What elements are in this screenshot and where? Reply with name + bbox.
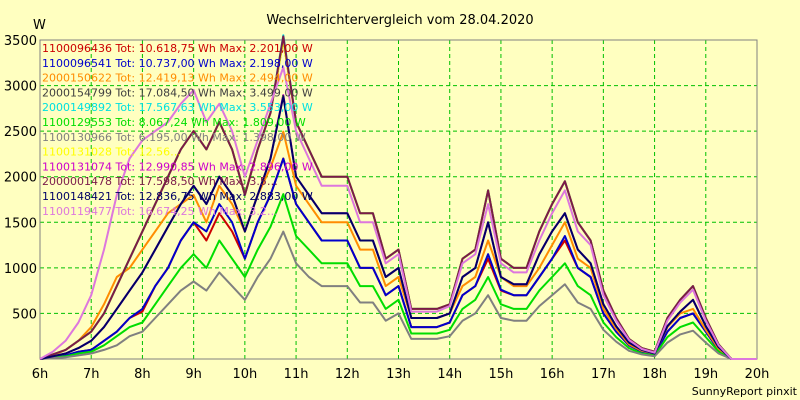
legend-entry-2: 1100096541 Tot: 10.737,00 Wh Max: 2.198,… (42, 57, 313, 70)
x-tick-label: 11h (284, 367, 309, 382)
legend-entry-1: 1100096436 Tot: 10.618,75 Wh Max: 2.201,… (42, 42, 313, 55)
x-tick-label: 10h (232, 367, 257, 382)
footer-credit: SunnyReport pinxit (692, 385, 798, 398)
series-lines (39, 34, 757, 360)
plot-frame (39, 39, 758, 360)
x-tick-label: 19h (693, 367, 718, 382)
legend-entry-11: 1100148421 Tot: 12.836,75 Wh Max: 2.883,… (42, 190, 313, 203)
x-tick-label: 13h (386, 367, 411, 382)
x-tick-label: 12h (335, 367, 360, 382)
x-tick-label: 15h (489, 367, 514, 382)
y-tick-label: 3000 (4, 80, 37, 95)
y-tick-label: 3500 (4, 34, 37, 49)
y-tick-label: 2000 (4, 171, 37, 186)
legend-entry-8: 1100131028 Tot: 12.56… (42, 146, 181, 159)
x-tick-label: 9h (185, 367, 202, 382)
axis-ticks: 500 1000 1500 2000 2500 3000 3500 6h 7h 8h 9h 10h 11… (4, 34, 769, 382)
chart-title: Wechselrichtervergleich vom 28.04.2020 (266, 13, 533, 28)
x-tick-label: 18h (642, 367, 667, 382)
legend-entry-9: 1100131074 Tot: 12.990,85 Wh Max: 2.896,… (42, 160, 313, 173)
series-line-12 (39, 66, 757, 360)
y-tick-label: 1500 (4, 216, 37, 231)
x-tick-label: 16h (540, 367, 565, 382)
legend-entry-12: 1100119477 Tot: 16.674,25 Wh Max: 3.2… (42, 205, 278, 218)
x-tick-label: 6h (32, 367, 49, 382)
y-unit-label: W (33, 18, 46, 33)
legend-entry-10: 2000001478 Tot: 17.598,50 Wh Max: 3.5… (42, 175, 278, 188)
x-tick-label: 8h (134, 367, 151, 382)
series-line-6 (39, 193, 757, 360)
series-line-7 (39, 230, 757, 360)
y-tick-label: 2500 (4, 125, 37, 140)
x-tick-label: 7h (83, 367, 100, 382)
y-tick-label: 500 (12, 307, 37, 322)
legend-entry-3: 2000150622 Tot: 12.419,13 Wh Max: 2.494,… (42, 72, 313, 85)
x-tick-label: 14h (437, 367, 462, 382)
legend-entry-5: 2000149892 Tot: 17.567,63 Wh Max: 3.553,… (42, 101, 313, 114)
legend-entry-4: 2000154799 Tot: 17.084,50 Wh Max: 3.499,… (42, 86, 313, 99)
y-tick-label: 1000 (4, 262, 37, 277)
legend: 1100096436 Tot: 10.618,75 Wh Max: 2.201,… (42, 42, 313, 218)
x-tick-label: 20h (745, 367, 770, 382)
x-tick-label: 17h (591, 367, 616, 382)
series-line-11 (39, 95, 757, 360)
legend-entry-6: 1100129553 Tot: 8.067,24 Wh Max: 1.809,0… (42, 116, 306, 129)
legend-entry-7: 1100130966 Tot: 6.195,00 Wh Max: 1.398,0… (42, 131, 306, 144)
series-line-3 (39, 130, 757, 360)
